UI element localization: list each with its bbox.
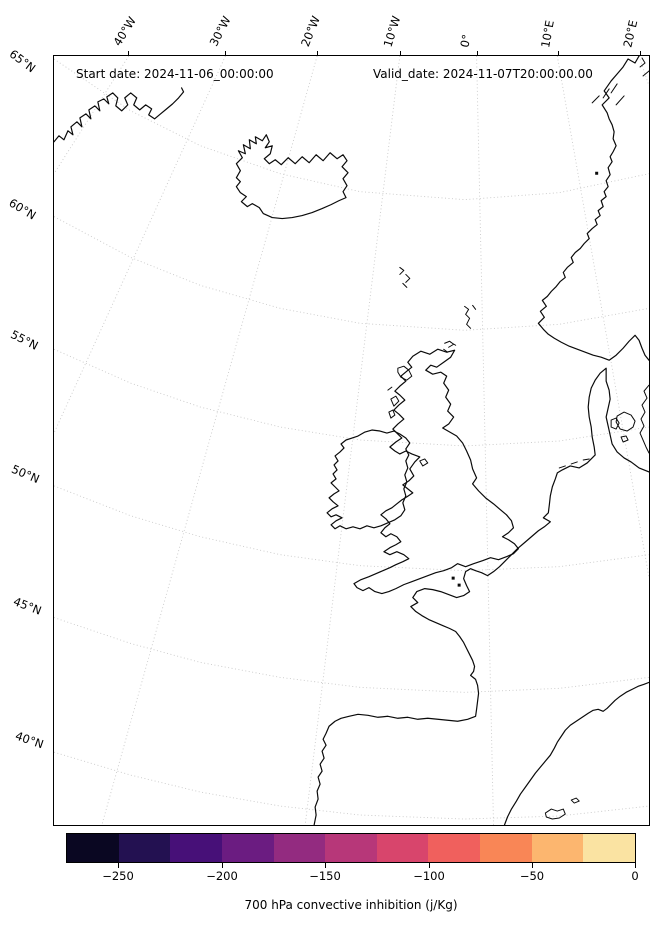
coastline-ireland: [326, 429, 411, 530]
lon-tick-label-40w: 40°W: [110, 14, 139, 49]
colorbar-segment: [325, 834, 377, 862]
lon-tick-label-10e: 10°E: [538, 19, 557, 49]
gridline-meridian-10e: [556, 56, 649, 578]
colorbar-tick: [118, 863, 119, 868]
lon-tick-label-20w: 20°W: [298, 13, 323, 49]
top-axis-tick: [640, 51, 641, 55]
coastline-denmark-islands: [610, 411, 636, 443]
colorbar-tick: [325, 863, 326, 868]
top-axis-tick: [400, 51, 401, 55]
top-axis-tick: [225, 51, 226, 55]
colorbar-tick-label: −200: [206, 869, 238, 883]
colorbar-tick: [222, 863, 223, 868]
colorbar-segment: [170, 834, 222, 862]
colorbar-tick-label: 0: [631, 869, 639, 883]
gridline-parallel-45n: [54, 617, 649, 693]
colorbar-segment: [531, 834, 584, 862]
colorbar-segment: [273, 834, 326, 862]
colorbar-segment: [376, 834, 429, 862]
lon-tick-label-0: 0°: [457, 33, 474, 49]
colorbar-tick: [532, 863, 533, 868]
gridline-meridian-10w: [304, 56, 401, 825]
coastline-great-britain: [353, 348, 520, 595]
lat-tick-label-65n: 65°N: [6, 46, 39, 76]
lat-tick-label-55n: 55°N: [8, 327, 41, 353]
valid-date-label: Valid_date: 2024-11-07T20:00:00.00: [373, 67, 593, 81]
colorbar: [66, 833, 636, 863]
coastline-sweden: [639, 384, 649, 454]
map-plot-area: Start date: 2024-11-06_00:00:00 Valid_da…: [53, 55, 650, 826]
gridline-parallel-40n: [54, 751, 649, 820]
colorbar-tick: [635, 863, 636, 868]
start-date-label: Start date: 2024-11-06_00:00:00: [76, 67, 274, 81]
colorbar-segment: [118, 834, 171, 862]
coastline-iceland: [235, 134, 349, 220]
lon-tick-label-10w: 10°W: [380, 14, 404, 49]
colorbar-tick-label: −50: [519, 869, 545, 883]
lon-tick-label-20e: 20°E: [620, 18, 641, 49]
gridline-parallel-65n: [54, 58, 649, 201]
colorbar-tick-label: −100: [413, 869, 445, 883]
lat-tick-label-60n: 60°N: [6, 195, 39, 223]
top-axis-tick: [477, 51, 478, 55]
colorbar-segment: [480, 834, 532, 862]
colorbar-tick: [429, 863, 430, 868]
gridline-meridian-30w: [54, 56, 226, 434]
coastline-greenland: [54, 87, 185, 143]
colorbar-segment: [221, 834, 274, 862]
coastline-norway: [537, 56, 649, 361]
top-axis-tick: [317, 51, 318, 55]
map-svg: [54, 56, 649, 825]
top-axis-tick: [128, 51, 129, 55]
gridline-meridian-0: [476, 56, 494, 825]
colorbar-segment: [67, 834, 119, 862]
coastline-lofoten-islands: [591, 57, 649, 106]
colorbar-tick-label: −250: [102, 869, 134, 883]
gridline-meridian-20w: [101, 56, 318, 825]
gridline-parallel-60n: [54, 216, 649, 331]
lat-tick-label-45n: 45°N: [11, 594, 44, 618]
lon-tick-label-30w: 30°W: [206, 13, 234, 49]
gridline-parallel-55n: [54, 348, 649, 447]
gridline-parallel-50n: [54, 485, 649, 572]
top-axis-tick: [558, 51, 559, 55]
islet-dots: [451, 171, 599, 587]
colorbar-title: 700 hPa convective inhibition (j/Kg): [244, 898, 458, 912]
lat-tick-label-40n: 40°N: [13, 728, 46, 752]
colorbar-segment: [428, 834, 481, 862]
coastline-continental-europe: [313, 367, 649, 825]
colorbar-tick-label: −150: [309, 869, 341, 883]
lat-tick-label-50n: 50°N: [9, 461, 42, 487]
coastline-mediterranean-spain: [503, 681, 649, 825]
coastline-small-islands: [387, 266, 590, 820]
colorbar-segment: [583, 834, 636, 862]
